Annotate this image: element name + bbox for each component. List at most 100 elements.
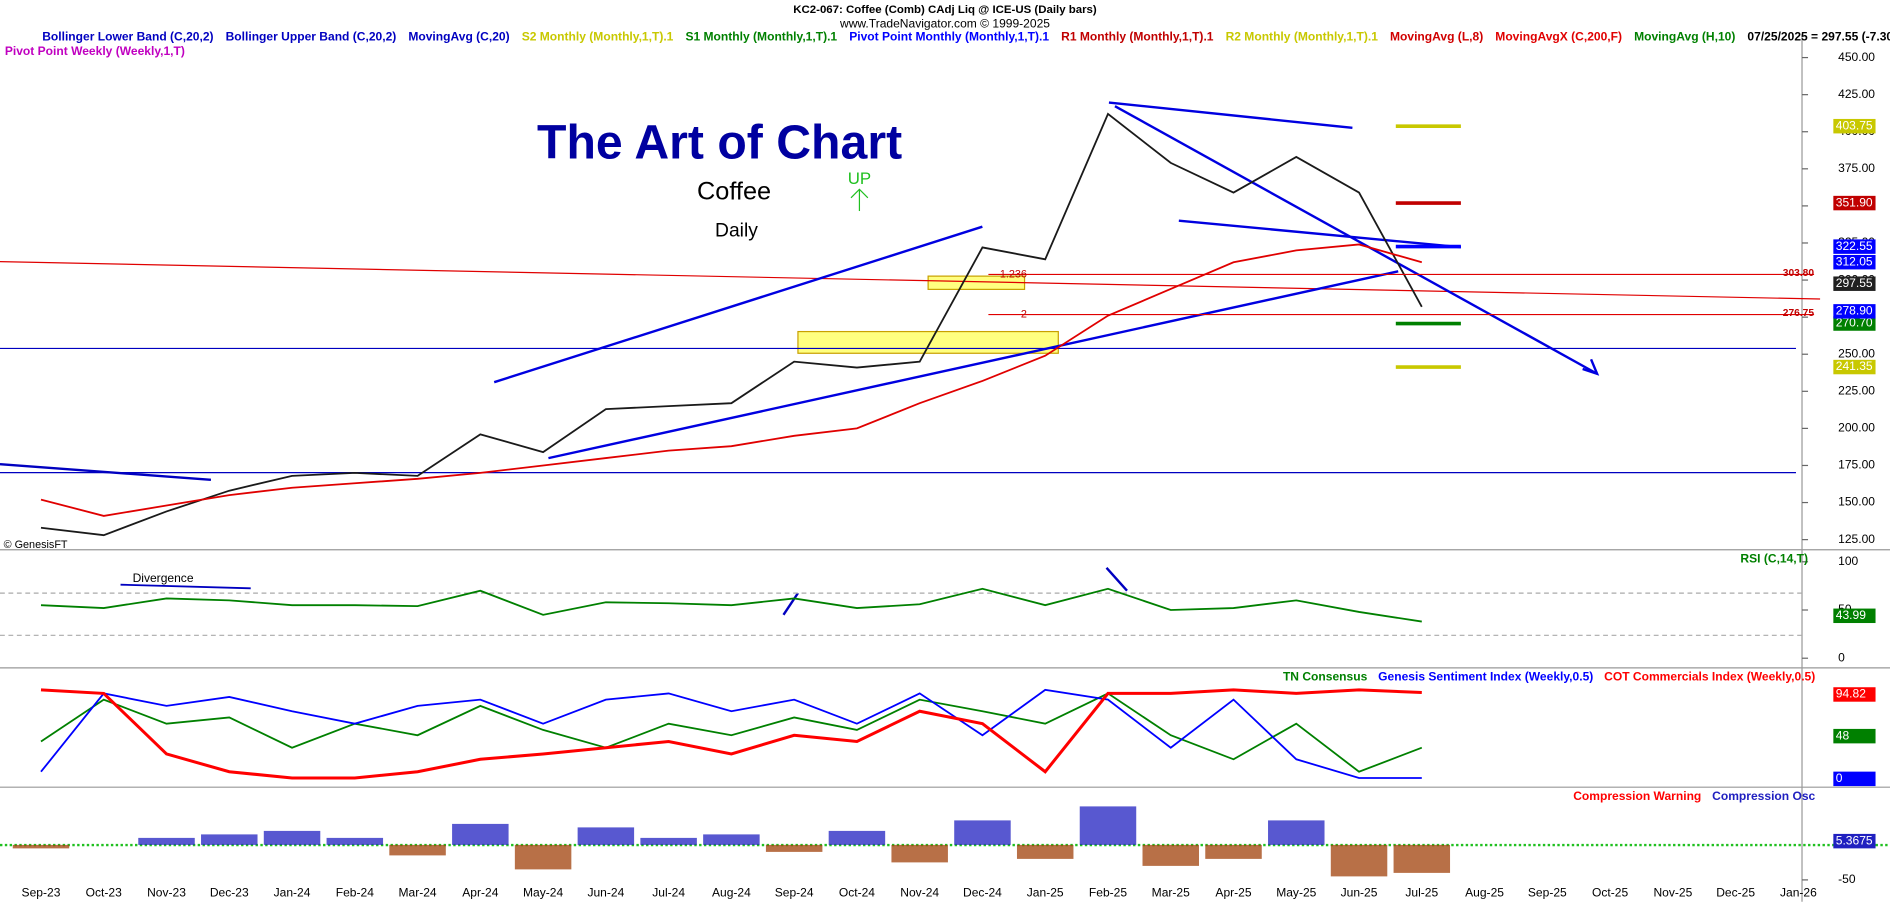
status: 07/25/2025 = 297.55 (-7.30) xyxy=(1747,30,1890,44)
x-tick-label: Jul-25 xyxy=(1405,885,1438,899)
value-box xyxy=(1833,687,1876,702)
x-tick-label: Apr-24 xyxy=(462,885,498,899)
fib-ratio: 2 xyxy=(1021,308,1027,320)
fib-label: 276.75 xyxy=(1783,308,1815,319)
value-box-label: 43.99 xyxy=(1836,608,1866,622)
bar xyxy=(1079,806,1137,845)
y-tick-label: 100 xyxy=(1838,554,1858,568)
value-box xyxy=(1833,316,1876,331)
trend-line xyxy=(1178,219,1462,249)
legend-entry: S1 Monthly (Monthly,1,T).1 xyxy=(685,30,837,44)
bar xyxy=(577,827,635,845)
series-line xyxy=(40,692,1423,773)
bar xyxy=(1393,844,1451,873)
y-tick-label: 450.00 xyxy=(1838,50,1875,64)
value-box-label: 322.55 xyxy=(1836,239,1873,253)
legend-entry: Pivot Point Weekly (Weekly,1,T) xyxy=(5,44,185,58)
value-box xyxy=(1833,118,1876,134)
series-line xyxy=(40,243,1423,517)
legend-entry: Bollinger Upper Band (C,20,2) xyxy=(226,30,397,44)
x-tick-label: Nov-24 xyxy=(900,885,939,899)
x-tick-label: Dec-25 xyxy=(1716,885,1755,899)
bar xyxy=(640,837,697,845)
x-tick-label: Dec-24 xyxy=(963,885,1002,899)
bar xyxy=(1268,820,1325,845)
header-title: KC2-067: Coffee (Comb) CAdj Liq @ ICE-US… xyxy=(793,4,1097,16)
arrow-head xyxy=(850,188,869,199)
x-tick-label: Aug-25 xyxy=(1465,885,1504,899)
x-tick-label: Oct-24 xyxy=(839,885,875,899)
x-tick-label: Aug-24 xyxy=(712,885,751,899)
divergence-label: Divergence xyxy=(133,571,194,585)
value-box-label: 312.05 xyxy=(1836,254,1873,268)
value-box-label: 403.75 xyxy=(1836,118,1873,132)
bar xyxy=(1205,844,1262,859)
x-tick-label: Jan-25 xyxy=(1027,885,1064,899)
value-box-label: 297.55 xyxy=(1836,276,1873,290)
legend-entry: Compression Osc xyxy=(1712,789,1815,803)
x-tick-label: Nov-25 xyxy=(1653,885,1692,899)
series-line xyxy=(40,688,1422,780)
value-box-label: 5.3675 xyxy=(1836,833,1873,847)
x-tick-label: Jan-26 xyxy=(1780,885,1817,899)
panel-borders xyxy=(0,33,1890,902)
trend-line xyxy=(493,225,983,384)
x-tick-label: Oct-23 xyxy=(86,885,122,899)
trend-line xyxy=(548,270,1399,460)
value-box xyxy=(1833,304,1876,319)
divergence-line xyxy=(782,592,799,616)
y-tick-label: 425.00 xyxy=(1838,87,1875,101)
y-tick-label: 175.00 xyxy=(1838,458,1875,472)
legend-entry: R1 Monthly (Monthly,1,T).1 xyxy=(1061,30,1214,44)
value-box-label: 241.35 xyxy=(1836,359,1873,373)
trend-line xyxy=(1114,105,1598,375)
x-tick-label: Jun-24 xyxy=(587,885,624,899)
bar xyxy=(954,820,1011,845)
bar xyxy=(765,844,823,852)
value-box xyxy=(1833,195,1876,211)
value-box xyxy=(1833,833,1876,849)
legend-entry: Bollinger Lower Band (C,20,2) xyxy=(42,30,213,44)
x-tick-label: Nov-23 xyxy=(147,885,186,899)
divergence-line xyxy=(120,583,251,590)
legend-entry: Compression Warning xyxy=(1573,789,1701,803)
series-line xyxy=(40,112,1423,537)
fib-label: 303.80 xyxy=(1783,268,1815,279)
x-tick-label: Apr-25 xyxy=(1215,885,1251,899)
value-box-label: 0 xyxy=(1836,771,1843,785)
bar xyxy=(703,834,760,845)
x-tick-label: Sep-23 xyxy=(22,885,61,899)
y-tick-label: -50 xyxy=(1838,872,1856,886)
bar xyxy=(828,830,886,845)
legend-entry: MovingAvg (C,20) xyxy=(408,30,509,44)
x-tick-label: Jul-24 xyxy=(652,885,685,899)
copyright: © GenesisFT xyxy=(4,539,68,551)
x-tick-label: Jan-24 xyxy=(274,885,311,899)
value-box-label: 270.70 xyxy=(1836,316,1873,330)
y-tick-label: 250.00 xyxy=(1838,346,1875,360)
x-tick-label: Jun-25 xyxy=(1341,885,1378,899)
header-subtitle: www.TradeNavigator.com © 1999-2025 xyxy=(839,16,1050,30)
x-tick-label: Mar-25 xyxy=(1152,885,1190,899)
legend-entry: Pivot Point Monthly (Monthly,1,T).1 xyxy=(849,30,1049,44)
x-tick-label: Feb-25 xyxy=(1089,885,1127,899)
bar xyxy=(514,844,572,870)
value-box-label: 351.90 xyxy=(1836,195,1873,209)
bar xyxy=(1142,844,1199,866)
trend-line xyxy=(0,462,212,482)
x-tick-label: Sep-25 xyxy=(1528,885,1567,899)
legend-entry: S2 Monthly (Monthly,1,T).1 xyxy=(522,30,674,44)
signal: UP xyxy=(848,169,871,188)
y-tick-label: 375.00 xyxy=(1838,161,1875,175)
x-tick-label: Mar-24 xyxy=(398,885,436,899)
value-box xyxy=(1833,728,1876,744)
trend-line xyxy=(0,261,1821,300)
bar xyxy=(1016,844,1074,859)
bar xyxy=(1330,844,1388,877)
bar xyxy=(452,823,509,845)
period: Daily xyxy=(715,221,758,242)
x-tick-label: Sep-24 xyxy=(775,885,814,899)
value-box xyxy=(1833,608,1876,624)
bar xyxy=(138,837,195,845)
